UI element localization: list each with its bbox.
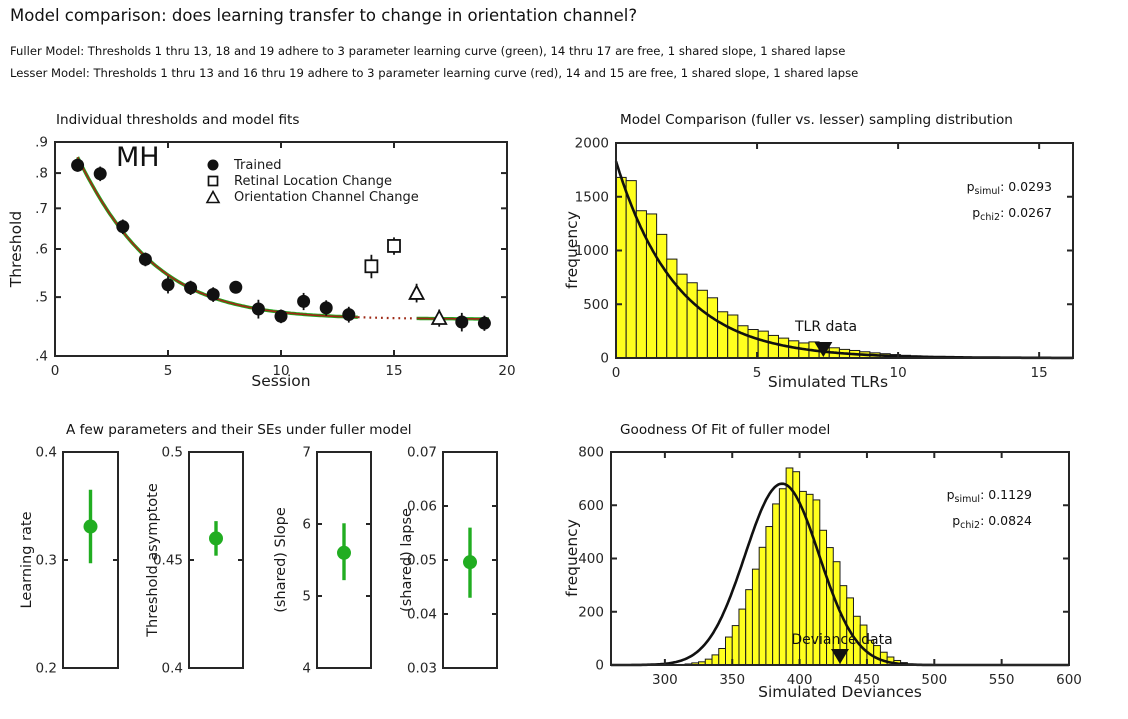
svg-text:7: 7	[302, 445, 311, 461]
svg-text:0.2: 0.2	[36, 661, 57, 677]
tlr-plot-title: Model Comparison (fuller vs. lesser) sam…	[620, 112, 1013, 128]
thresholds-plot: 0 5 10 15 20 .4 .5 .6 .7 .8 .9	[35, 135, 515, 379]
svg-text:10: 10	[272, 363, 289, 379]
legend-label: Trained	[234, 157, 282, 173]
svg-text:20: 20	[498, 363, 515, 379]
svg-text:0.5: 0.5	[162, 445, 183, 461]
legend-label: Retinal Location Change	[234, 173, 392, 189]
svg-text:500: 500	[921, 672, 947, 688]
svg-text:0: 0	[612, 365, 621, 381]
subtitle-fuller-model: Fuller Model: Thresholds 1 thru 13, 18 a…	[10, 44, 846, 58]
svg-text:.8: .8	[35, 166, 48, 182]
svg-text:0.4: 0.4	[162, 661, 183, 677]
retinal-change-marker-icon	[205, 173, 221, 189]
gof-ylabel: frequency	[563, 519, 581, 597]
svg-text:0: 0	[595, 658, 604, 674]
svg-text:0.04: 0.04	[407, 607, 437, 623]
svg-text:15: 15	[1031, 365, 1048, 381]
gof-p-values: psimul: 0.1129 pchi2: 0.0824	[947, 484, 1032, 536]
svg-text:600: 600	[1056, 672, 1082, 688]
svg-text:1500: 1500	[575, 189, 609, 205]
svg-text:.7: .7	[35, 201, 48, 217]
thresholds-legend: Trained Retinal Location Change Orientat…	[205, 157, 419, 205]
param-panel-ylabel: (shared) lapse	[399, 508, 415, 612]
legend-item-trained: Trained	[205, 157, 419, 173]
svg-text:1000: 1000	[575, 243, 609, 259]
thresholds-ylabel: Threshold	[7, 210, 25, 288]
tlr-ylabel: frequency	[563, 211, 581, 289]
svg-text:.5: .5	[35, 290, 48, 306]
svg-text:350: 350	[719, 672, 745, 688]
tlr-xlabel: Simulated TLRs	[767, 373, 889, 391]
params-plot-title: A few parameters and their SEs under ful…	[66, 422, 412, 438]
p-chi2-line: pchi2: 0.0267	[972, 205, 1052, 223]
svg-text:4: 4	[302, 661, 311, 677]
svg-text:400: 400	[578, 551, 604, 567]
svg-text:500: 500	[583, 297, 609, 313]
svg-text:.6: .6	[35, 242, 48, 258]
subtitle-lesser-model: Lesser Model: Thresholds 1 thru 13 and 1…	[10, 66, 859, 80]
svg-text:0.06: 0.06	[407, 499, 437, 515]
svg-text:600: 600	[578, 498, 604, 514]
svg-text:450: 450	[854, 672, 880, 688]
gof-histogram-plot: 300 350 400 450 500 550 600 0 200 400 600 800	[578, 445, 1082, 688]
gof-xlabel: Simulated Deviances	[758, 683, 922, 701]
tlr-p-values: psimul: 0.0293 pchi2: 0.0267	[967, 176, 1052, 228]
param-panel-ylabel: Threshold asymptote	[145, 483, 161, 637]
thresholds-xlabel: Session	[251, 372, 311, 390]
p-chi2-line: pchi2: 0.0824	[952, 513, 1032, 531]
svg-text:0.45: 0.45	[153, 553, 183, 569]
svg-text:400: 400	[787, 672, 813, 688]
observer-label: MH	[116, 142, 160, 173]
param-panel-ylabel: (shared) Slope	[273, 507, 289, 613]
p-simul-line: psimul: 0.0293	[966, 179, 1052, 197]
legend-item-orientation-channel-change: Orientation Channel Change	[205, 189, 419, 205]
svg-text:6: 6	[302, 517, 311, 533]
svg-text:.4: .4	[35, 349, 48, 365]
svg-text:.9: .9	[35, 135, 48, 151]
orientation-change-marker-icon	[205, 189, 221, 205]
tlr-histogram-plot: 0 5 10 15 0 500 1000 1500 2000	[575, 136, 1074, 381]
tlr-data-annotation: TLR data	[794, 319, 858, 335]
svg-text:550: 550	[989, 672, 1015, 688]
p-simul-line: psimul: 0.1129	[946, 487, 1032, 505]
svg-text:300: 300	[652, 672, 678, 688]
param-panels-plot: 0.2 0.3 0.4 0.4 0.45 0.5 4 5 6 7 0.03 0.04 0.05 0.06 0…	[36, 445, 498, 677]
svg-text:0.4: 0.4	[36, 445, 57, 461]
svg-text:10: 10	[890, 365, 907, 381]
svg-text:0: 0	[51, 363, 60, 379]
page-title: Model comparison: does learning transfer…	[10, 6, 638, 25]
svg-text:15: 15	[385, 363, 402, 379]
svg-text:5: 5	[753, 365, 762, 381]
legend-item-retinal-location-change: Retinal Location Change	[205, 173, 419, 189]
gof-plot-title: Goodness Of Fit of fuller model	[620, 422, 831, 438]
svg-text:0: 0	[600, 351, 609, 367]
svg-text:0.03: 0.03	[407, 661, 437, 677]
param-panel-ylabel: Learning rate	[19, 511, 35, 609]
svg-text:2000: 2000	[575, 136, 609, 152]
svg-text:0.07: 0.07	[407, 445, 437, 461]
svg-text:800: 800	[578, 445, 604, 461]
svg-text:200: 200	[578, 604, 604, 620]
svg-text:5: 5	[164, 363, 173, 379]
thresholds-plot-title: Individual thresholds and model fits	[56, 112, 300, 128]
svg-text:0.05: 0.05	[407, 553, 437, 569]
trained-marker-icon	[205, 157, 221, 173]
svg-text:0.3: 0.3	[36, 553, 57, 569]
legend-label: Orientation Channel Change	[234, 189, 419, 205]
svg-text:5: 5	[302, 589, 311, 605]
deviance-data-annotation: Deviance data	[791, 632, 893, 648]
